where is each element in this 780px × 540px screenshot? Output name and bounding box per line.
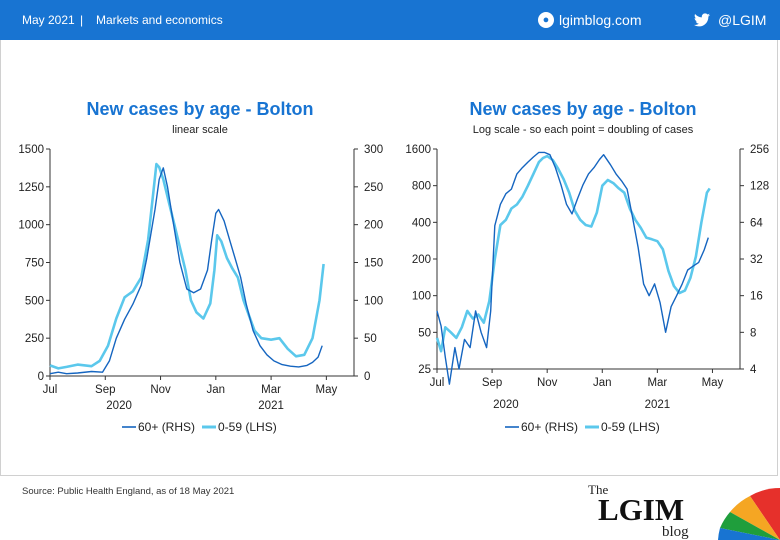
lgim-blog-logo: The LGIM blog bbox=[588, 482, 780, 540]
left-tick-label: 50 bbox=[418, 327, 431, 339]
left-tick-label: 500 bbox=[25, 295, 44, 307]
x-tick-label: Mar bbox=[647, 377, 667, 389]
logo-the: The bbox=[588, 482, 608, 497]
right-tick-label: 128 bbox=[750, 181, 769, 193]
chart-log: New cases by age - Bolton Log scale - so … bbox=[405, 99, 769, 434]
x-tick-label: Sep bbox=[95, 384, 115, 396]
series-line-under-60 bbox=[49, 162, 325, 370]
chart-title: New cases by age - Bolton bbox=[469, 99, 696, 119]
header-bar: May 2021 | Markets and economics ● lgimb… bbox=[0, 0, 780, 40]
chart-subtitle: Log scale - so each point = doubling of … bbox=[473, 124, 694, 136]
x-tick-label: Nov bbox=[537, 377, 558, 389]
twitter-icon bbox=[694, 13, 710, 27]
series-line-over-60 bbox=[436, 151, 709, 385]
header-date: May 2021 bbox=[22, 13, 75, 27]
legend-label: 0-59 (LHS) bbox=[218, 420, 277, 434]
twitter-link[interactable]: @LGIM bbox=[694, 10, 766, 30]
right-tick-label: 250 bbox=[364, 182, 383, 194]
series-line-over-60 bbox=[49, 167, 323, 375]
twitter-handle: @LGIM bbox=[718, 12, 767, 28]
left-tick-label: 1500 bbox=[18, 144, 44, 156]
header-separator: | bbox=[80, 13, 84, 27]
x-year-label: 2021 bbox=[258, 400, 284, 412]
x-tick-label: Jan bbox=[593, 377, 612, 389]
left-tick-label: 250 bbox=[25, 333, 44, 345]
left-tick-label: 1600 bbox=[405, 144, 431, 156]
right-tick-label: 32 bbox=[750, 254, 763, 266]
charts-canvas: New cases by age - Bolton linear scale 0 25… bbox=[18, 99, 769, 434]
left-tick-label: 100 bbox=[412, 291, 431, 303]
series-line-under-60 bbox=[435, 154, 711, 353]
x-year-label: 2021 bbox=[645, 399, 671, 411]
logo-main: LGIM bbox=[598, 492, 684, 527]
header-category[interactable]: Markets and economics bbox=[96, 13, 223, 27]
right-tick-label: 50 bbox=[364, 333, 377, 345]
site-link[interactable]: ● lgimblog.com bbox=[538, 10, 641, 30]
umbrella-icon bbox=[718, 487, 780, 540]
x-tick-label: May bbox=[702, 377, 724, 389]
right-tick-label: 100 bbox=[364, 295, 383, 307]
right-tick-label: 300 bbox=[364, 144, 383, 156]
x-tick-label: Jul bbox=[430, 377, 445, 389]
right-tick-label: 256 bbox=[750, 144, 769, 156]
left-tick-label: 800 bbox=[412, 181, 431, 193]
chart-subtitle: linear scale bbox=[172, 124, 228, 136]
chart-panel bbox=[0, 40, 778, 476]
source-note: Source: Public Health England, as of 18 … bbox=[22, 486, 235, 497]
x-tick-label: Nov bbox=[150, 384, 171, 396]
right-tick-label: 4 bbox=[750, 364, 757, 376]
chart-linear: New cases by age - Bolton linear scale 0 25… bbox=[18, 99, 383, 434]
left-tick-label: 750 bbox=[25, 258, 44, 270]
site-url: lgimblog.com bbox=[559, 12, 642, 28]
left-tick-label: 400 bbox=[412, 217, 431, 229]
x-year-label: 2020 bbox=[106, 400, 132, 412]
right-tick-label: 64 bbox=[750, 217, 763, 229]
legend-label: 60+ (RHS) bbox=[138, 420, 195, 434]
right-tick-label: 8 bbox=[750, 327, 756, 339]
chart-title: New cases by age - Bolton bbox=[86, 99, 313, 119]
right-tick-label: 16 bbox=[750, 291, 763, 303]
logo-blog: blog bbox=[662, 524, 689, 540]
left-tick-label: 25 bbox=[418, 364, 431, 376]
x-tick-label: Sep bbox=[482, 377, 502, 389]
legend-label: 0-59 (LHS) bbox=[601, 420, 660, 434]
x-tick-label: Jul bbox=[43, 384, 58, 396]
right-tick-label: 200 bbox=[364, 220, 383, 232]
blog-logo-icon: ● bbox=[538, 12, 554, 28]
x-tick-label: Jan bbox=[207, 384, 226, 396]
x-year-label: 2020 bbox=[493, 399, 519, 411]
left-tick-label: 1000 bbox=[18, 220, 44, 232]
right-tick-label: 150 bbox=[364, 258, 383, 270]
legend-label: 60+ (RHS) bbox=[521, 420, 578, 434]
left-tick-label: 200 bbox=[412, 254, 431, 266]
left-tick-label: 0 bbox=[38, 371, 44, 383]
x-tick-label: May bbox=[315, 384, 337, 396]
right-tick-label: 0 bbox=[364, 371, 370, 383]
left-tick-label: 1250 bbox=[18, 182, 44, 194]
x-tick-label: Mar bbox=[261, 384, 281, 396]
